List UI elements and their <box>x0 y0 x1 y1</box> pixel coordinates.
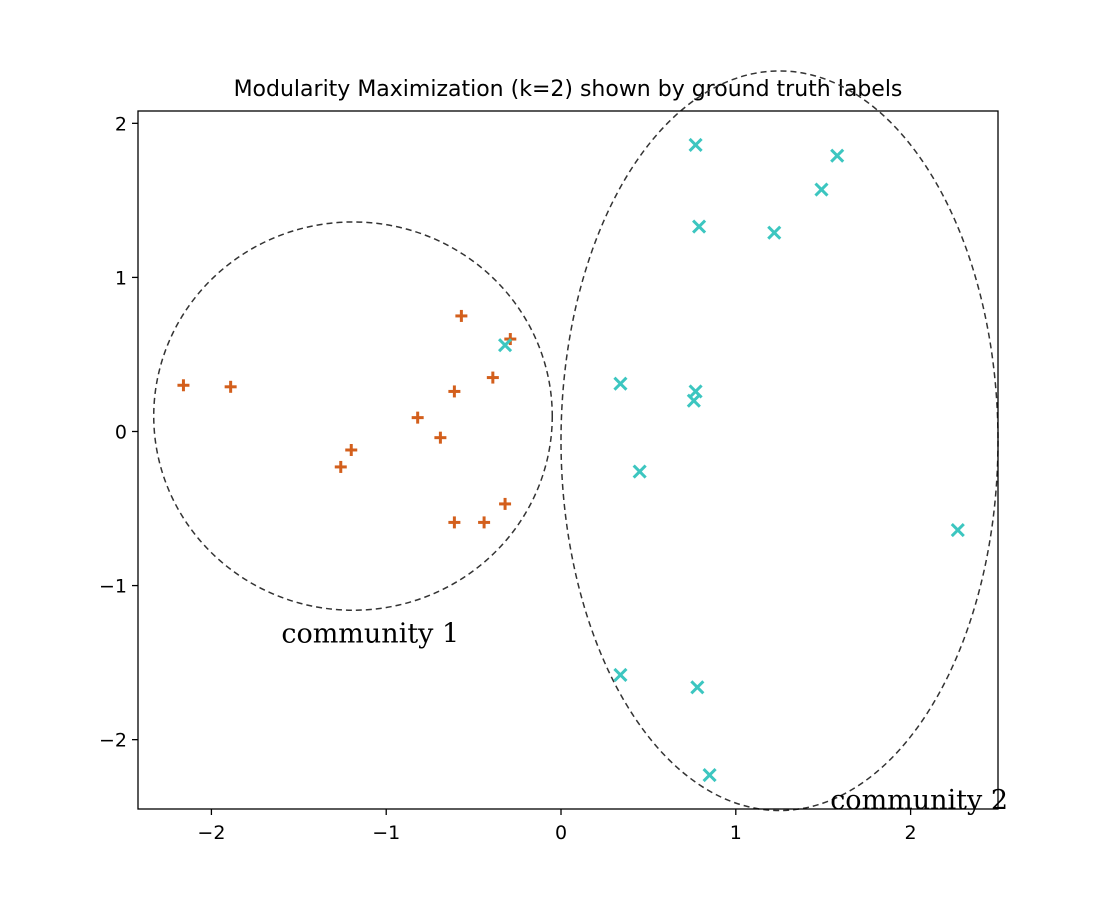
plus-marker-0-7 <box>455 309 468 322</box>
x-marker-1-10 <box>950 523 965 538</box>
plus-marker-0-2 <box>334 460 347 473</box>
x-marker-1-3 <box>692 219 707 234</box>
x-marker-1-5 <box>498 338 513 353</box>
community-label-1: community 1 <box>281 619 459 650</box>
x-axis: −2 −1 0 1 2 <box>197 809 917 844</box>
community-region-1 <box>152 221 554 611</box>
y-axis: −2 −1 0 1 2 <box>99 113 138 752</box>
x-marker-1-4 <box>767 225 782 240</box>
plus-marker-0-10 <box>499 497 512 510</box>
community-annotations: community 1 community 2 <box>281 619 1008 816</box>
plus-marker-0-5 <box>434 431 447 444</box>
plus-marker-0-0 <box>177 379 190 392</box>
plus-marker-0-3 <box>345 443 358 456</box>
x-marker-1-2 <box>814 182 829 197</box>
y-tick-label: −2 <box>99 730 127 752</box>
y-tick-label: −1 <box>99 576 127 598</box>
x-marker-1-11 <box>613 667 628 683</box>
plus-marker-0-4 <box>411 411 424 424</box>
y-tick-label: 2 <box>115 113 127 135</box>
plus-marker-0-12 <box>448 516 461 529</box>
x-marker-1-1 <box>830 148 845 163</box>
x-marker-1-9 <box>632 464 647 479</box>
x-marker-1-12 <box>690 680 705 695</box>
x-tick-label: −1 <box>372 822 400 844</box>
chart-title: Modularity Maximization (k=2) shown by g… <box>234 77 903 102</box>
x-tick-label: 1 <box>730 822 742 844</box>
x-tick-label: −2 <box>197 822 225 844</box>
x-tick-label: 2 <box>905 822 917 844</box>
x-marker-1-8 <box>686 393 701 408</box>
x-tick-label: 0 <box>555 822 567 844</box>
x-marker-1-13 <box>702 768 717 783</box>
x-marker-1-6 <box>613 376 628 391</box>
data-points <box>177 137 965 783</box>
y-tick-label: 0 <box>115 421 127 443</box>
plus-marker-0-8 <box>486 371 499 384</box>
plus-marker-0-11 <box>478 516 491 529</box>
y-tick-label: 1 <box>115 267 127 289</box>
plus-marker-0-6 <box>448 385 461 398</box>
plus-marker-0-1 <box>224 380 237 393</box>
x-marker-1-0 <box>688 137 703 152</box>
community-label-2: community 2 <box>830 785 1008 816</box>
plot-frame <box>137 110 999 810</box>
